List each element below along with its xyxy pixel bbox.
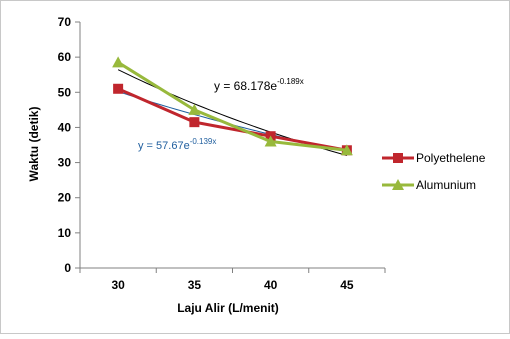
y-tick-label: 10 — [58, 226, 72, 240]
y-tick-label: 0 — [64, 261, 71, 275]
legend-label-alumunium: Alumunium — [416, 178, 476, 192]
legend-marker-alumunium — [392, 179, 404, 190]
data-point-alumunium — [188, 103, 201, 115]
data-point-alumunium — [340, 144, 353, 156]
y-tick-label: 20 — [58, 191, 72, 205]
y-ticks: 0 10 20 30 40 50 60 70 — [58, 15, 80, 275]
legend-marker-polyethelene — [393, 153, 403, 163]
x-tick-label: 35 — [188, 278, 202, 292]
x-axis-label: Laju Alir (L/menit) — [177, 301, 279, 315]
y-axis-label: Waktu (detik) — [27, 107, 41, 182]
series — [112, 56, 353, 156]
x-tick-label: 30 — [111, 278, 125, 292]
trendline-equation-polyethelene: y = 57.67e-0.139x — [138, 137, 216, 152]
y-tick-label: 30 — [58, 156, 72, 170]
series-line-alumunium — [117, 61, 348, 152]
y-tick-label: 70 — [58, 15, 72, 29]
legend: Polyethelene Alumunium — [382, 151, 486, 192]
y-tick-label: 50 — [58, 85, 72, 99]
x-ticks: 30 35 40 45 — [79, 268, 386, 292]
data-point-polyethelene — [113, 83, 124, 94]
x-tick-label: 40 — [264, 278, 278, 292]
trendline-equation-overall: y = 68.178e-0.189x — [214, 77, 304, 93]
y-tick-label: 60 — [58, 50, 72, 64]
x-tick-label: 45 — [340, 278, 354, 292]
data-point-alumunium — [264, 135, 277, 147]
legend-label-polyethelene: Polyethelene — [416, 151, 486, 165]
series-line-polyethelene — [117, 87, 348, 152]
data-point-alumunium — [112, 56, 125, 68]
y-tick-label: 40 — [58, 120, 72, 134]
data-point-polyethelene — [189, 117, 200, 128]
